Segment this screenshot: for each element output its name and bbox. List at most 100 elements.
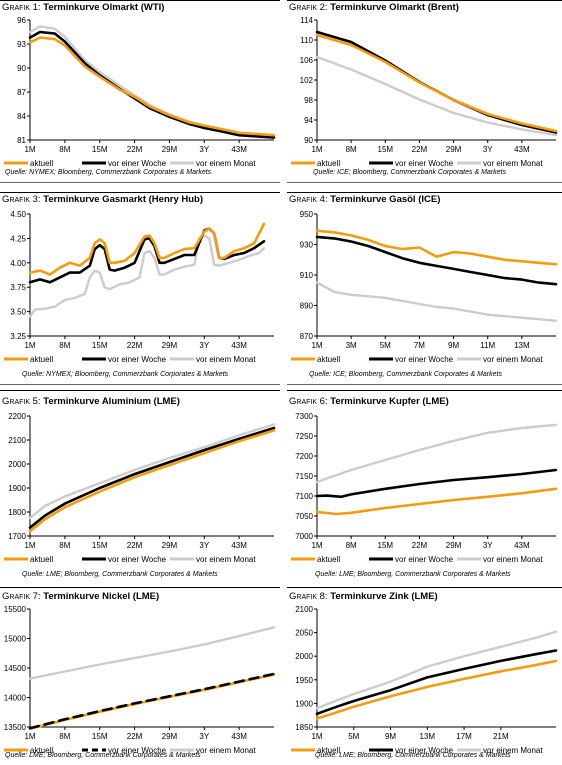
y-tick-label: 2200 (8, 412, 26, 421)
forward-curve-chart: 3.25 3.50 3.75 4.00 4.25 4.50 1M 8M 15M 22M 29M 3Y 4… (4, 210, 274, 364)
forward-curve-chart: 13500 14000 14500 15000 15500 1M 8M 15M 22M 29M 3Y… (4, 605, 276, 755)
x-tick-label: 9M (448, 341, 459, 350)
y-tick-label: 870 (300, 332, 314, 341)
x-tick-label: 15M (92, 541, 108, 550)
y-tick-label: 7000 (295, 532, 313, 541)
series-line-vor-einem-monat (315, 423, 558, 484)
x-tick-label: 1M (311, 732, 322, 741)
y-tick-label: 2000 (8, 460, 26, 469)
series-line-vor-einer-woche (315, 649, 558, 716)
x-tick-label: 17M (456, 732, 472, 741)
forward-curve-chart: 870 890 910 930 950 1M 3M 5M 7M 9M 11M 13M aktuell vo… (291, 210, 558, 364)
x-tick-label: 1M (311, 145, 322, 154)
x-tick-label: 8M (346, 541, 357, 550)
chart-panel-6: Grafik 6: Terminkurve Kupfer (LME) 7000 7… (287, 390, 562, 585)
x-tick-label: 13M (420, 732, 436, 741)
legend-label: aktuell (317, 159, 340, 168)
x-tick-label: 1M (24, 145, 35, 154)
x-tick-label: 15M (92, 732, 108, 741)
y-tick-label: 2100 (8, 436, 26, 445)
top-rule (287, 390, 562, 391)
chart-title-prefix: Grafik 4: (289, 194, 328, 205)
y-tick-label: 3.25 (10, 332, 26, 341)
series-line-vor-einem-monat (28, 234, 266, 318)
y-tick-label: 84 (17, 112, 26, 121)
bottom-rule (0, 384, 280, 385)
legend-label: vor einem Monat (196, 355, 256, 364)
y-tick-label: 7100 (295, 492, 313, 501)
legend-label: vor einer Woche (108, 746, 167, 755)
bottom-rule (287, 182, 562, 183)
x-tick-label: 22M (127, 145, 143, 154)
x-tick-label: 3Y (199, 541, 209, 550)
legend-label: vor einem Monat (483, 555, 543, 564)
x-tick-label: 3M (346, 341, 357, 350)
chart-title: Grafik 8: Terminkurve Zink (LME) (289, 591, 438, 602)
chart-panel-8: Grafik 8: Terminkurve Zink (LME) 1850 190… (287, 587, 562, 765)
series-line-vor-einem-monat (28, 626, 276, 680)
chart-title-main: Terminkurve Nickel (LME) (43, 591, 160, 602)
x-tick-label: 13M (514, 341, 530, 350)
x-tick-label: 43M (514, 541, 530, 550)
top-rule (287, 0, 562, 1)
legend-label: aktuell (30, 355, 53, 364)
y-tick-label: 7150 (295, 472, 313, 481)
chart-title: Grafik 6: Terminkurve Kupfer (LME) (289, 396, 449, 407)
chart-title: Grafik 5: Terminkurve Aluminium (LME) (2, 396, 180, 407)
x-tick-label: 15M (378, 145, 394, 154)
x-tick-label: 3Y (199, 732, 209, 741)
source-note: Quelle: LME; Bloomberg, Commerzbank Corp… (315, 752, 511, 759)
top-rule (287, 192, 562, 193)
series-line-vor-einem-monat (315, 630, 558, 710)
chart-panel-1: Grafik 1: Terminkurve Olmarkt (WTI) 81 84… (0, 0, 280, 192)
y-tick-label: 98 (304, 96, 313, 105)
series-line-vor-einer-woche (28, 426, 276, 529)
source-note: Quelle: ICE; Bloomberg, Commerzbank Corp… (309, 371, 502, 378)
chart-panel-7: Grafik 7: Terminkurve Nickel (LME) 13500… (0, 587, 280, 765)
forward-curve-chart: 81 84 87 90 93 96 1M 8M 15M 22M 29M 3Y 43M aktuell vor… (4, 16, 276, 168)
chart-title: Grafik 7: Terminkurve Nickel (LME) (2, 591, 159, 602)
series-line-vor-einer-woche (28, 672, 276, 730)
x-tick-label: 8M (59, 541, 70, 550)
legend-label: vor einem Monat (196, 159, 256, 168)
y-tick-label: 90 (17, 64, 26, 73)
x-tick-label: 43M (231, 145, 247, 154)
y-tick-label: 930 (300, 241, 314, 250)
chart-title-main: Terminkurve Kupfer (LME) (330, 396, 449, 407)
x-tick-label: 3Y (199, 341, 209, 350)
y-tick-label: 87 (17, 88, 26, 97)
y-tick-label: 106 (300, 56, 314, 65)
source-note: Quelle: ICE; Bloomberg, Commerzbank Corp… (313, 169, 506, 176)
x-tick-label: 9M (385, 732, 396, 741)
chart-title-prefix: Grafik 6: (289, 396, 328, 407)
x-tick-label: 43M (514, 145, 530, 154)
chart-title: Grafik 2: Terminkurve Olmarkt (Brent) (289, 2, 459, 13)
x-tick-label: 1M (24, 541, 35, 550)
y-tick-label: 14500 (4, 664, 27, 673)
chart-title: Grafik 1: Terminkurve Olmarkt (WTI) (2, 2, 164, 13)
legend-label: aktuell (317, 555, 340, 564)
y-tick-label: 1950 (295, 676, 313, 685)
y-tick-label: 81 (17, 136, 26, 145)
y-tick-label: 90 (304, 136, 313, 145)
x-tick-label: 3Y (483, 145, 493, 154)
x-tick-label: 8M (59, 732, 70, 741)
x-tick-label: 7M (414, 341, 425, 350)
chart-title: Grafik 3: Terminkurve Gasmarkt (Henry Hu… (2, 194, 203, 205)
legend-label: vor einer Woche (108, 159, 167, 168)
x-tick-label: 22M (412, 541, 428, 550)
chart-title-main: Terminkurve Olmarkt (WTI) (43, 2, 165, 13)
x-tick-label: 43M (231, 732, 247, 741)
x-tick-label: 43M (231, 341, 247, 350)
x-tick-label: 22M (412, 145, 428, 154)
x-tick-label: 15M (92, 341, 108, 350)
legend-label: vor einer Woche (395, 159, 454, 168)
legend-label: vor einer Woche (395, 555, 454, 564)
y-tick-label: 15000 (4, 635, 27, 644)
y-tick-label: 950 (300, 210, 314, 219)
top-rule (0, 0, 280, 1)
x-tick-label: 3Y (483, 541, 493, 550)
source-note: Quelle: NYMEX; Bloomberg, Commerzbank Co… (5, 169, 212, 176)
x-tick-label: 8M (59, 145, 70, 154)
y-tick-label: 4.00 (10, 259, 26, 268)
